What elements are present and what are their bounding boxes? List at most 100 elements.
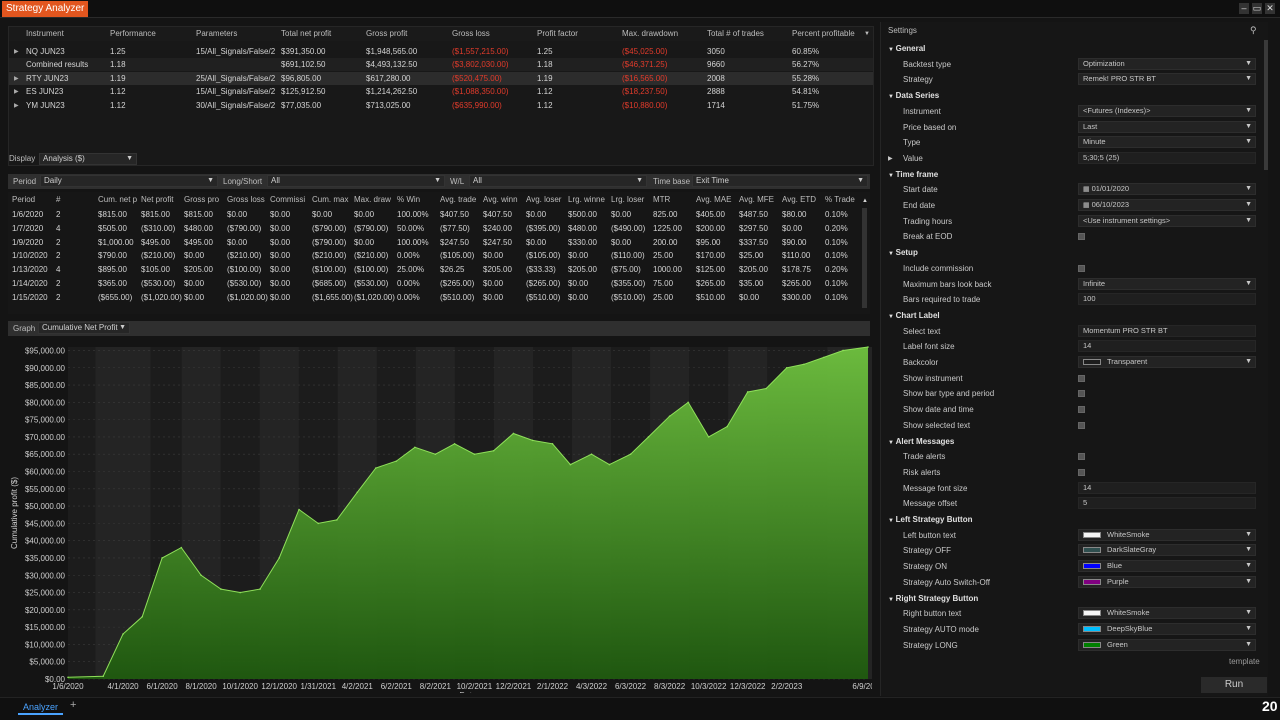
setting-value-color[interactable]: Purple ▼ [1078,575,1256,588]
period-col-header[interactable]: Gross loss [227,195,265,204]
col-profit-factor[interactable]: Profit factor [537,29,578,38]
period-col-header[interactable]: Lrg. winne [568,195,605,204]
pin-icon[interactable]: ⚲ [1250,25,1257,35]
results-row[interactable]: ▶ RTY JUN23 1.19 25/All_Signals/False/2 $96,… [9,71,873,85]
period-col-header[interactable]: # [56,195,61,204]
run-button[interactable]: Run [1201,677,1267,693]
period-row[interactable]: 1/7/2020 4 $505.00 ($310.00) $480.00 ($790.00… [8,223,870,237]
expand-arrow-icon[interactable]: ▶ [14,102,19,109]
setting-value-color[interactable]: Blue ▼ [1078,560,1256,573]
setting-value-text[interactable]: 5 [1078,497,1256,510]
setting-checkbox[interactable] [1078,374,1085,382]
setting-value-date[interactable]: ▦ 06/10/2023 ▼ [1078,199,1256,211]
wl-dropdown[interactable]: All ▼ [469,175,647,187]
sort-arrow-icon[interactable]: ▼ [864,31,870,37]
period-col-header[interactable]: Commissi [270,195,306,204]
settings-section[interactable]: ▼ Data Series [888,91,939,100]
period-dropdown[interactable]: Daily ▼ [40,175,218,187]
collapse-arrow-icon[interactable]: ▼ [888,172,896,179]
settings-section[interactable]: ▼ Left Strategy Button [888,515,973,524]
setting-value-dropdown[interactable]: Remek! PRO STR BT ▼ [1078,73,1256,86]
setting-value-color[interactable]: DeepSkyBlue ▼ [1078,622,1256,635]
period-col-header[interactable]: Avg. loser [526,195,562,204]
setting-value-dropdown[interactable]: Optimization ▼ [1078,57,1256,70]
collapse-arrow-icon[interactable]: ▼ [888,439,896,446]
period-col-header[interactable]: Cum. net p [98,195,138,204]
maximize-button[interactable]: ▭ [1252,3,1262,14]
collapse-arrow-icon[interactable]: ▼ [888,251,896,258]
setting-checkbox[interactable] [1078,264,1085,272]
results-row[interactable]: ▶ YM JUN23 1.12 30/All_Signals/False/2 $77,0… [9,99,873,112]
period-row[interactable]: 1/9/2020 2 $1,000.00 $495.00 $495.00 $0.00 $0.… [8,237,870,251]
setting-value-dropdown[interactable]: <Use instrument settings> ▼ [1078,214,1256,227]
setting-value-text[interactable]: 14 [1078,481,1256,494]
setting-value-text[interactable]: Momentum PRO STR BT [1078,324,1256,337]
results-row[interactable]: ▶ NQ JUN23 1.25 15/All_Signals/False/2 $391,… [9,45,873,58]
col-parameters[interactable]: Parameters [196,29,238,38]
graph-dropdown[interactable]: Cumulative Net Profit ▼ [38,322,130,334]
settings-scrollbar[interactable] [1264,40,1268,170]
calendar-icon[interactable]: ▦ [1083,186,1092,194]
period-col-header[interactable]: Lrg. loser [611,195,645,204]
setting-value-color[interactable]: Green ▼ [1078,638,1256,651]
col-max-drawdown[interactable]: Max. drawdown [622,29,679,38]
period-col-header[interactable]: Max. draw [354,195,391,204]
settings-section[interactable]: ▼ General [888,44,925,53]
col-instrument[interactable]: Instrument [26,29,64,38]
settings-section[interactable]: ▼ Right Strategy Button [888,594,978,603]
calendar-icon[interactable]: ▦ [1083,202,1092,209]
display-dropdown[interactable]: Analysis ($) ▼ [39,153,137,165]
setting-value-dropdown[interactable]: Infinite ▼ [1078,277,1256,290]
expand-arrow-icon[interactable]: ▶ [888,155,893,162]
period-col-header[interactable]: Cum. max [312,195,349,204]
collapse-arrow-icon[interactable]: ▼ [888,47,896,53]
col-gross-profit[interactable]: Gross profit [366,29,408,38]
setting-checkbox[interactable] [1078,468,1085,476]
close-button[interactable]: ✕ [1265,3,1275,14]
setting-value-text[interactable]: 5;30;5 (25) [1078,151,1256,164]
results-row[interactable]: Combined results 1.18 $691,102.50 $4,493,13… [9,58,873,72]
settings-section[interactable]: ▼ Setup [888,248,918,257]
period-col-header[interactable]: Avg. MAE [696,195,732,204]
period-col-header[interactable]: Gross pro [184,195,220,204]
col-percent-profitable[interactable]: Percent profitable [792,29,855,38]
expand-arrow-icon[interactable]: ▶ [14,89,19,96]
setting-value-color[interactable]: WhiteSmoke ▼ [1078,528,1256,541]
longshort-dropdown[interactable]: All ▼ [267,175,445,187]
setting-value-date[interactable]: ▦ 01/01/2020 ▼ [1078,183,1256,196]
period-col-header[interactable]: Avg. trade [440,195,477,204]
setting-checkbox[interactable] [1078,453,1085,461]
setting-checkbox[interactable] [1078,421,1085,429]
expand-arrow-icon[interactable]: ▶ [14,75,19,82]
setting-value-dropdown[interactable]: Last ▼ [1078,120,1256,133]
settings-section[interactable]: ▼ Time frame [888,170,938,179]
collapse-arrow-icon[interactable]: ▼ [888,94,896,101]
setting-checkbox[interactable] [1078,406,1085,414]
period-row[interactable]: 1/13/2020 4 $895.00 $105.00 $205.00 ($100.00)… [8,264,870,278]
collapse-arrow-icon[interactable]: ▼ [888,313,896,320]
setting-value-text[interactable]: 14 [1078,340,1256,353]
period-col-header[interactable]: Avg. winn [483,195,518,204]
setting-value-dropdown[interactable]: <Futures (Indexes)> ▼ [1078,104,1256,117]
period-col-header[interactable]: Period [12,195,36,204]
scroll-up-icon[interactable]: ▲ [862,198,868,204]
setting-value-color[interactable]: Transparent ▼ [1078,356,1256,368]
settings-section[interactable]: ▼ Chart Label [888,311,940,320]
period-row[interactable]: 1/6/2020 2 $815.00 $815.00 $815.00 $0.00 $0.00… [8,209,870,223]
tab-analyzer[interactable]: Analyzer [18,700,64,715]
period-row[interactable]: 1/10/2020 2 $790.00 ($210.00) $0.00 ($210.00)… [8,250,870,264]
col-performance[interactable]: Performance [110,29,156,38]
setting-value-dropdown[interactable]: Minute ▼ [1078,136,1256,149]
add-tab-button[interactable]: + [70,699,77,711]
template-link[interactable]: template [1229,657,1260,666]
period-col-header[interactable]: Avg. ETD [782,195,817,204]
period-col-header[interactable]: Net profit [141,195,174,204]
setting-checkbox[interactable] [1078,390,1085,398]
period-col-header[interactable]: % Trade [825,195,855,204]
settings-section[interactable]: ▼ Alert Messages [888,437,954,446]
collapse-arrow-icon[interactable]: ▼ [888,518,896,524]
period-col-header[interactable]: MTR [653,195,671,204]
col-total-trades[interactable]: Total # of trades [707,29,764,38]
collapse-arrow-icon[interactable]: ▼ [888,596,896,603]
period-row[interactable]: 1/14/2020 2 $365.00 ($530.00) $0.00 ($530.00)… [8,278,870,292]
